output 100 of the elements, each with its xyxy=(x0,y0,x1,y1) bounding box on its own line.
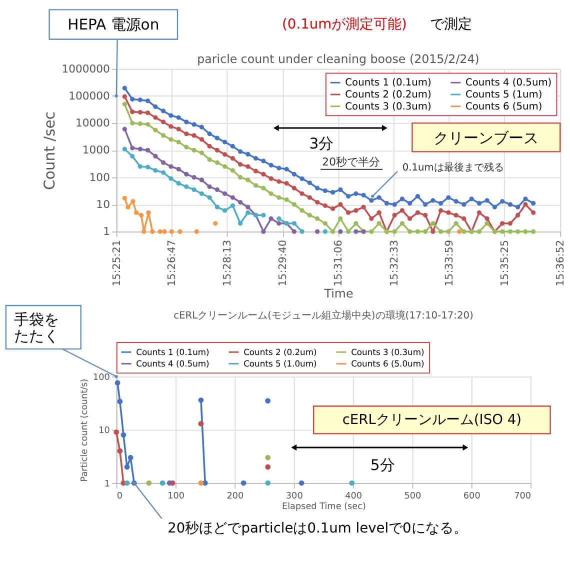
point xyxy=(199,137,204,142)
point xyxy=(128,454,134,460)
point xyxy=(222,164,228,169)
legend-label: Counts 4 (0.5um) xyxy=(136,358,210,369)
point xyxy=(246,178,250,182)
point xyxy=(462,229,466,234)
x-tick-label: 15:36:52 xyxy=(554,240,567,286)
point xyxy=(531,201,536,206)
point xyxy=(161,160,166,165)
point xyxy=(161,120,166,124)
point xyxy=(322,203,328,208)
legend-label: Counts 2 (0.2um) xyxy=(345,89,432,100)
point xyxy=(354,229,358,234)
point xyxy=(261,172,266,177)
point xyxy=(199,150,204,156)
point xyxy=(176,166,181,172)
point xyxy=(438,201,444,206)
point xyxy=(138,164,142,169)
y-tick-label: 1000 xyxy=(82,144,110,157)
point xyxy=(138,146,142,152)
point xyxy=(346,194,351,199)
x-tick-label: 15:28:13 xyxy=(221,240,234,286)
point xyxy=(261,158,266,164)
point xyxy=(184,132,189,136)
point xyxy=(330,190,336,195)
point xyxy=(238,221,243,226)
point xyxy=(199,178,204,182)
point xyxy=(265,454,271,460)
point xyxy=(346,210,351,215)
x-axis-title: Elapsed Time (sec) xyxy=(282,502,366,512)
point xyxy=(261,229,266,234)
annotation: 3分 xyxy=(309,136,334,153)
y-axis-title: Count /sec xyxy=(42,111,59,190)
point xyxy=(476,229,482,234)
legend-label: Counts 6 (5um) xyxy=(465,101,542,112)
point xyxy=(523,196,528,202)
point xyxy=(392,202,397,207)
point xyxy=(122,94,128,99)
point xyxy=(415,229,420,234)
y-tick-label: 1000000 xyxy=(62,62,110,76)
point xyxy=(192,175,196,180)
x-tick-label: 0 xyxy=(116,491,123,502)
point xyxy=(523,229,528,234)
point xyxy=(361,192,366,198)
point xyxy=(207,132,212,136)
x-tick-label: 15:25:21 xyxy=(110,240,123,286)
point xyxy=(153,168,158,173)
point xyxy=(476,210,482,215)
point xyxy=(122,146,128,152)
point xyxy=(184,172,189,177)
annotation: 20秒で半分 xyxy=(322,155,380,168)
point xyxy=(122,196,128,200)
point xyxy=(292,172,297,177)
point xyxy=(369,198,374,203)
point xyxy=(430,198,436,203)
point xyxy=(161,133,166,138)
point xyxy=(246,152,250,157)
point xyxy=(254,168,258,174)
point xyxy=(400,208,405,213)
point xyxy=(469,196,474,202)
point xyxy=(454,221,458,226)
point xyxy=(415,210,420,215)
point xyxy=(146,480,152,486)
point xyxy=(150,229,155,234)
y-axis-title: Particle count (count/s) xyxy=(80,378,90,482)
point xyxy=(446,229,451,234)
point xyxy=(349,480,355,486)
point xyxy=(408,216,412,221)
point xyxy=(492,204,498,210)
point xyxy=(300,208,304,213)
point xyxy=(207,184,212,190)
point xyxy=(192,133,196,138)
point xyxy=(184,144,189,150)
point xyxy=(130,154,135,159)
point xyxy=(238,162,243,167)
point xyxy=(124,464,130,470)
point xyxy=(176,140,181,144)
point xyxy=(516,204,520,210)
point xyxy=(222,152,228,157)
point xyxy=(168,176,174,181)
point xyxy=(230,144,235,149)
x-tick-label: 15:35:25 xyxy=(498,240,511,286)
point xyxy=(124,480,130,486)
point xyxy=(330,206,336,211)
point xyxy=(276,195,282,200)
point xyxy=(246,210,250,215)
point xyxy=(153,154,158,159)
point xyxy=(322,221,328,226)
point xyxy=(265,480,271,486)
annotation: 20秒ほどでparticleは0.1um levelで0になる。 xyxy=(168,520,468,536)
point xyxy=(184,120,189,124)
point xyxy=(423,202,428,207)
point xyxy=(376,221,382,226)
point xyxy=(168,137,174,142)
chart-title: paricle count under cleaning boose (2015/2/24) xyxy=(197,52,480,66)
point xyxy=(153,128,158,132)
point xyxy=(484,198,490,203)
x-tick-label: 15:29:40 xyxy=(277,240,290,286)
x-tick-label: 400 xyxy=(345,491,362,502)
point xyxy=(268,191,274,196)
